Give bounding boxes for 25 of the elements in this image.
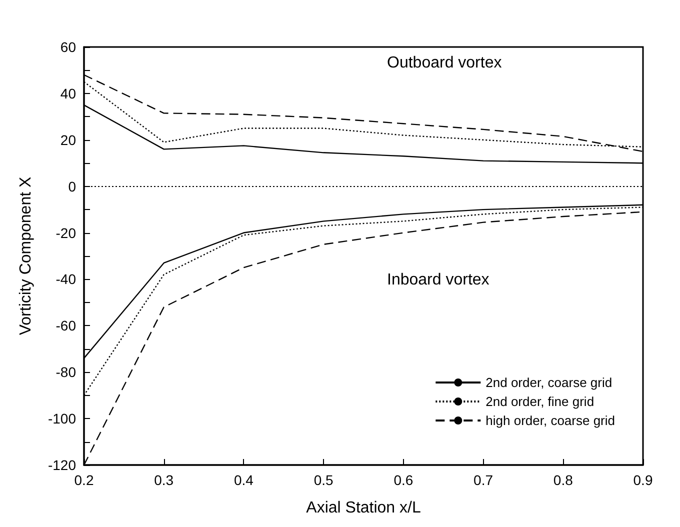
- y-tick-label: -100: [48, 410, 76, 427]
- x-tick-label: 0.5: [314, 472, 334, 488]
- legend-label: 2nd order, coarse grid: [486, 375, 612, 390]
- legend-label: 2nd order, fine grid: [486, 394, 594, 409]
- y-axis-title: Vorticity Component X: [18, 176, 34, 336]
- x-tick-label: 0.3: [154, 472, 174, 488]
- annotation: Outboard vortex: [387, 54, 502, 72]
- x-axis-title: Axial Station x/L: [306, 500, 421, 516]
- x-tick-label: 0.4: [234, 472, 254, 488]
- x-tick-label: 0.7: [474, 472, 494, 488]
- x-tick-label: 0.2: [74, 472, 94, 488]
- y-tick-label: 0: [68, 178, 76, 194]
- y-tick-label: 20: [60, 132, 76, 148]
- x-tick-label: 0.6: [394, 472, 414, 488]
- x-tick-label: 0.8: [553, 472, 574, 488]
- y-tick-label: -20: [56, 224, 76, 241]
- y-tick-label: 40: [60, 85, 76, 102]
- x-tick-label: 0.9: [633, 472, 653, 488]
- y-tick-label: -80: [56, 364, 76, 380]
- y-tick-label: -120: [48, 457, 76, 473]
- annotation: Inboard vortex: [387, 272, 490, 288]
- y-tick-label: -40: [56, 271, 76, 288]
- y-tick-label: 60: [60, 39, 76, 55]
- y-tick-label: -60: [56, 318, 76, 334]
- legend-label: high order, coarse grid: [486, 413, 616, 428]
